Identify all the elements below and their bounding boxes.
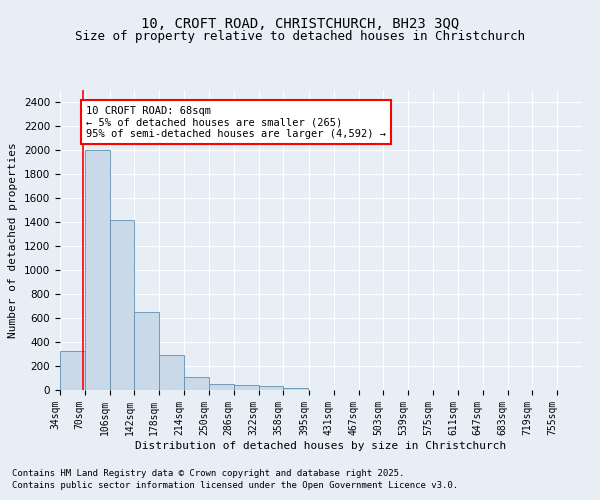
X-axis label: Distribution of detached houses by size in Christchurch: Distribution of detached houses by size …	[136, 440, 506, 450]
Y-axis label: Number of detached properties: Number of detached properties	[8, 142, 19, 338]
Bar	[283, 388, 308, 390]
Text: Contains HM Land Registry data © Crown copyright and database right 2025.: Contains HM Land Registry data © Crown c…	[12, 468, 404, 477]
Bar	[159, 354, 184, 390]
Bar	[259, 386, 283, 390]
Bar	[85, 150, 110, 390]
Text: Contains public sector information licensed under the Open Government Licence v3: Contains public sector information licen…	[12, 481, 458, 490]
Text: 10 CROFT ROAD: 68sqm
← 5% of detached houses are smaller (265)
95% of semi-detac: 10 CROFT ROAD: 68sqm ← 5% of detached ho…	[86, 106, 386, 139]
Bar	[234, 385, 259, 390]
Bar	[134, 312, 159, 390]
Text: 10, CROFT ROAD, CHRISTCHURCH, BH23 3QQ: 10, CROFT ROAD, CHRISTCHURCH, BH23 3QQ	[141, 18, 459, 32]
Text: Size of property relative to detached houses in Christchurch: Size of property relative to detached ho…	[75, 30, 525, 43]
Bar	[209, 384, 234, 390]
Bar	[110, 220, 134, 390]
Bar	[60, 351, 85, 390]
Bar	[184, 378, 209, 390]
